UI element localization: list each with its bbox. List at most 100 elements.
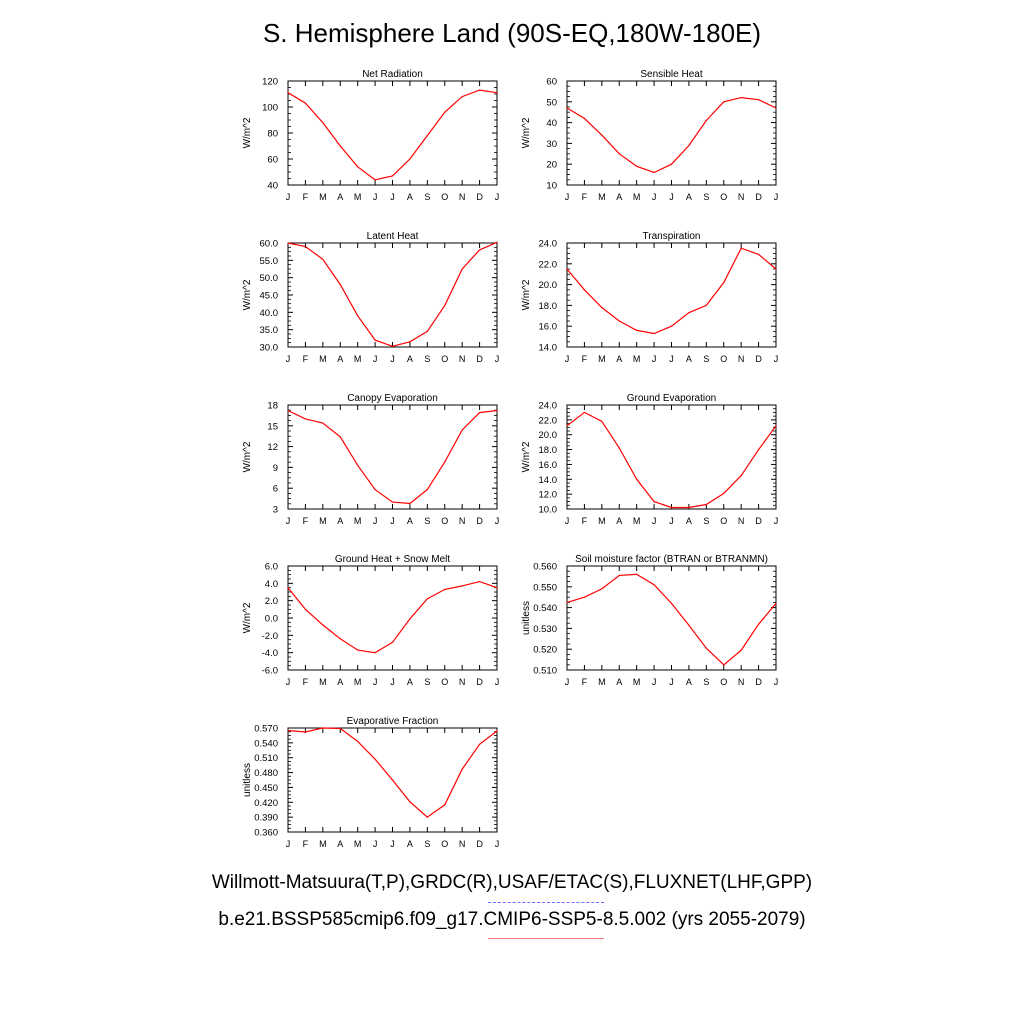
x-tick-label: J [669, 516, 674, 526]
y-axis-label: W/m^2 [521, 279, 532, 310]
data-point [357, 315, 359, 317]
data-point [566, 425, 568, 427]
panel-title: Soil moisture factor (BTRAN or BTRANMN) [575, 554, 768, 565]
data-point [723, 281, 725, 284]
y-axis-label: unitless [521, 601, 532, 635]
y-tick-label: 35.0 [260, 325, 279, 336]
x-tick-label: J [373, 516, 378, 526]
data-point [775, 602, 777, 605]
panel-title: Net Radiation [362, 69, 423, 80]
data-point [496, 92, 498, 94]
data-point [444, 111, 446, 113]
x-tick-label: M [598, 354, 606, 364]
x-tick-label: M [598, 192, 606, 202]
data-point [426, 488, 428, 491]
data-point [688, 506, 690, 509]
x-tick-label: M [633, 192, 641, 202]
x-tick-label: J [774, 516, 779, 526]
x-tick-label: J [565, 192, 570, 202]
x-tick-label: S [424, 192, 430, 202]
data-point [566, 107, 568, 109]
x-tick-label: D [755, 677, 762, 687]
x-tick-label: A [616, 354, 622, 364]
model-legend-line [488, 938, 604, 939]
data-point [426, 816, 428, 818]
data-point [339, 436, 341, 438]
chart-panel: Soil moisture factor (BTRAN or BTRANMN) u… [521, 554, 778, 687]
x-tick-label: M [319, 839, 327, 849]
y-tick-label: 9 [273, 463, 278, 474]
observations-legend-line [488, 902, 604, 903]
x-tick-label: J [495, 677, 500, 687]
x-tick-label: M [319, 677, 327, 687]
data-point [705, 119, 707, 122]
y-axis-label: W/m^2 [521, 117, 532, 148]
data-point [705, 304, 707, 306]
x-tick-label: J [390, 516, 395, 526]
plot-frame [566, 404, 777, 510]
x-tick-label: J [286, 677, 291, 687]
data-point [757, 253, 760, 256]
y-tick-label: 0.570 [254, 724, 278, 735]
x-tick-label: N [459, 677, 466, 687]
y-tick-label: 60.0 [260, 239, 279, 250]
x-tick-label: M [319, 192, 327, 202]
y-tick-label: 10.0 [539, 505, 558, 516]
x-tick-label: J [495, 192, 500, 202]
data-point [618, 447, 620, 449]
plot-frame [566, 242, 777, 348]
x-tick-label: D [476, 192, 483, 202]
x-tick-label: A [616, 192, 622, 202]
x-tick-label: M [598, 677, 606, 687]
x-tick-label: F [582, 677, 588, 687]
x-tick-label: M [633, 516, 641, 526]
y-tick-label: 55.0 [260, 256, 279, 267]
y-tick-label: 22.0 [539, 259, 558, 270]
x-tick-label: O [441, 677, 448, 687]
x-tick-label: A [686, 354, 692, 364]
y-tick-label: 24.0 [539, 401, 558, 412]
x-tick-label: O [441, 192, 448, 202]
data-point [618, 320, 620, 322]
y-tick-label: 45.0 [260, 291, 279, 302]
x-tick-label: N [459, 192, 466, 202]
data-point [339, 638, 341, 640]
y-tick-label: 0.510 [533, 666, 557, 677]
plot-frame [287, 242, 498, 348]
series-line [287, 727, 498, 818]
x-tick-label: O [720, 192, 727, 202]
data-point [636, 329, 638, 331]
y-tick-label: 14.0 [539, 343, 558, 354]
x-tick-label: D [755, 354, 762, 364]
x-tick-label: J [390, 354, 395, 364]
x-tick-label: A [337, 192, 343, 202]
x-tick-label: A [686, 192, 692, 202]
data-point [287, 242, 289, 244]
y-tick-label: 60 [267, 155, 278, 166]
x-tick-label: J [774, 354, 779, 364]
x-tick-label: F [303, 839, 309, 849]
data-point [391, 175, 394, 177]
x-tick-label: J [565, 677, 570, 687]
data-point [601, 306, 603, 309]
y-tick-label: 0.530 [533, 624, 557, 635]
x-tick-label: O [720, 677, 727, 687]
data-point [409, 158, 411, 160]
y-tick-label: 2.0 [265, 596, 278, 607]
x-tick-label: M [633, 354, 641, 364]
panel-title: Sensible Heat [640, 69, 702, 80]
data-point [461, 268, 463, 270]
x-tick-label: S [424, 839, 430, 849]
figure-title: S. Hemisphere Land (90S-EQ,180W-180E) [262, 18, 762, 48]
plot-frame [287, 80, 498, 186]
y-tick-label: 0.560 [533, 562, 557, 573]
y-tick-label: 20 [546, 160, 557, 171]
y-tick-label: 6.0 [265, 562, 278, 573]
x-tick-label: A [337, 839, 343, 849]
y-tick-label: 30.0 [260, 343, 279, 354]
data-point [583, 289, 586, 291]
